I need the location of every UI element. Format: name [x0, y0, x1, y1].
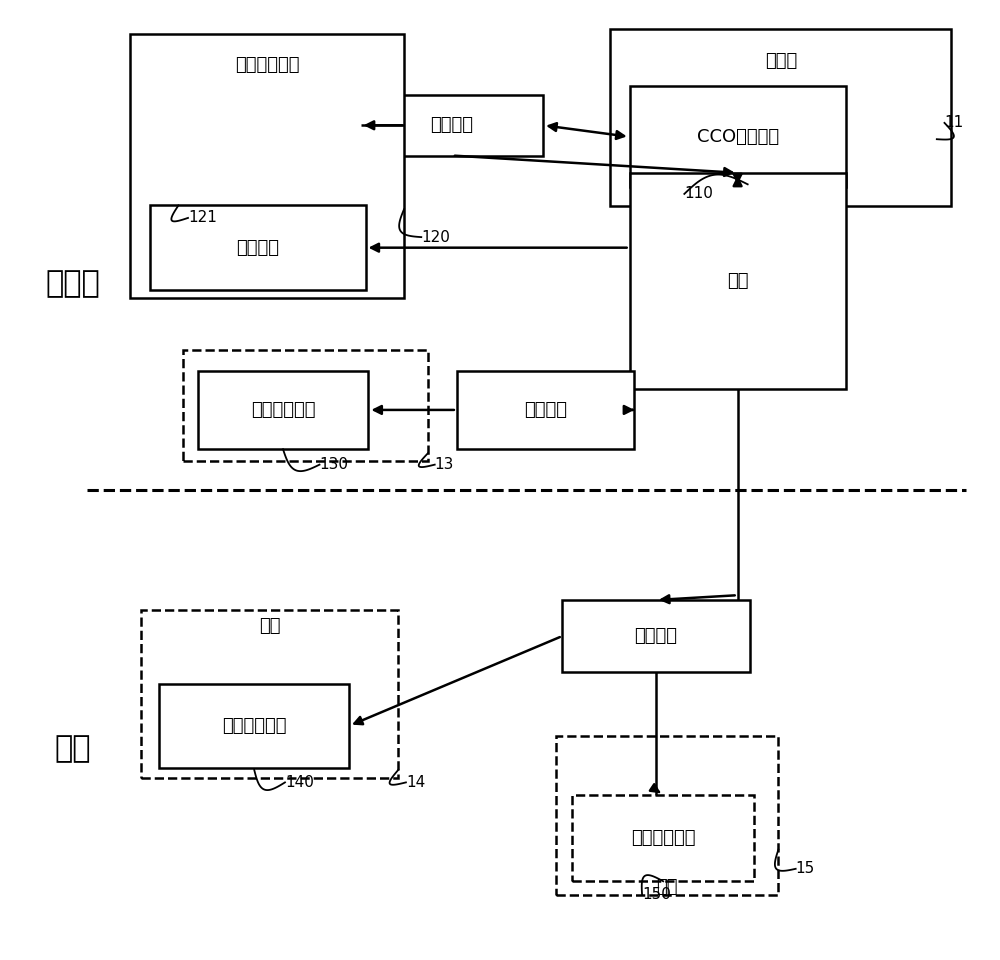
Text: 配变感知终端: 配变感知终端: [235, 57, 299, 74]
Text: 计量终端: 计量终端: [236, 239, 279, 256]
Text: 14: 14: [406, 775, 425, 790]
Text: 15: 15: [796, 861, 815, 876]
Text: 150: 150: [642, 887, 671, 902]
Text: 开关载波模块: 开关载波模块: [251, 401, 315, 419]
Bar: [610, 29, 951, 206]
Text: 13: 13: [435, 457, 454, 472]
Bar: [130, 34, 404, 298]
Bar: [572, 795, 754, 881]
Text: 电表载波模块: 电表载波模块: [631, 829, 695, 847]
Text: 表箱: 表箱: [259, 617, 280, 636]
Text: 140: 140: [285, 775, 314, 790]
Bar: [361, 95, 543, 156]
Text: 载波通信: 载波通信: [524, 401, 567, 419]
Text: 11: 11: [944, 115, 964, 131]
Bar: [457, 371, 634, 449]
Text: 130: 130: [320, 457, 349, 472]
Bar: [183, 350, 428, 461]
Text: 载波通信: 载波通信: [430, 116, 474, 134]
Bar: [198, 371, 368, 449]
Bar: [556, 736, 778, 895]
Text: 120: 120: [421, 229, 450, 245]
Bar: [141, 610, 398, 778]
Text: 电表: 电表: [656, 877, 678, 896]
Text: 集中器: 集中器: [765, 52, 797, 70]
Text: 配变: 配变: [727, 272, 748, 290]
Text: CCO载波模块: CCO载波模块: [697, 128, 779, 146]
Text: 台区: 台区: [55, 734, 91, 763]
Text: 表箱载波模块: 表箱载波模块: [222, 717, 286, 734]
Bar: [630, 173, 846, 389]
Bar: [150, 205, 366, 290]
Bar: [159, 684, 349, 768]
Text: 121: 121: [188, 210, 217, 226]
Bar: [630, 86, 846, 187]
Text: 表箱进线: 表箱进线: [635, 627, 678, 645]
Bar: [562, 600, 750, 672]
Text: 110: 110: [684, 186, 713, 202]
Text: 配电房: 配电房: [45, 269, 100, 298]
